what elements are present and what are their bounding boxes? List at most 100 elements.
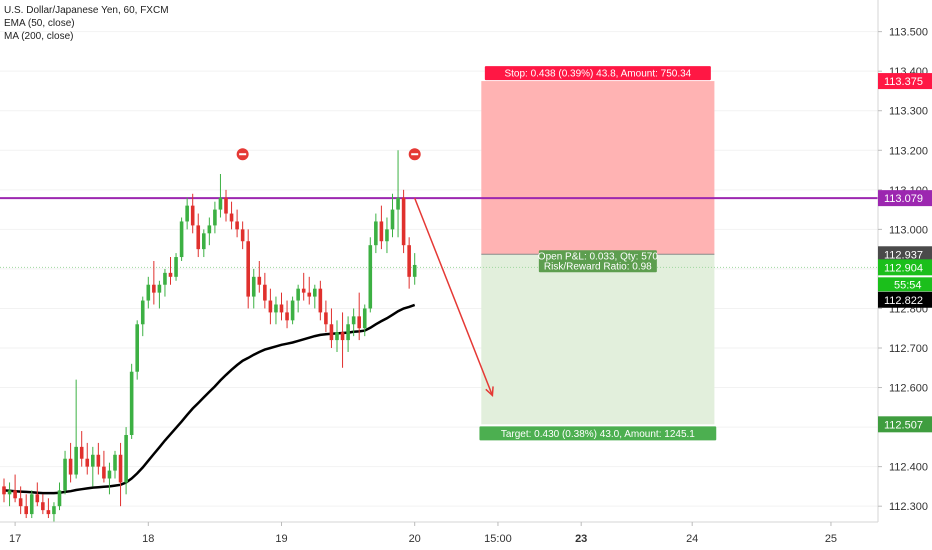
- candles: [2, 150, 417, 522]
- candle-body: [29, 494, 34, 515]
- price-tag-label: 112.904: [884, 262, 923, 274]
- candle: [52, 502, 56, 522]
- candle: [390, 193, 395, 238]
- candle: [102, 450, 106, 483]
- candle-body: [168, 272, 173, 277]
- candle-body: [85, 458, 90, 467]
- candle-body: [113, 454, 117, 471]
- candle: [313, 284, 317, 309]
- candle-body: [2, 486, 6, 495]
- candle: [85, 442, 90, 475]
- candle-body: [207, 225, 212, 234]
- candle: [41, 494, 45, 515]
- stop-label-bg: [484, 66, 711, 81]
- candle: [57, 482, 62, 511]
- candle-body: [324, 312, 328, 325]
- candle: [318, 280, 323, 321]
- candle-body: [7, 490, 12, 495]
- candle-body: [385, 229, 389, 242]
- candle: [146, 276, 151, 309]
- candle: [290, 296, 295, 325]
- y-tick-label: 113.000: [889, 224, 928, 236]
- price-tag-bg: [878, 291, 932, 308]
- candle-body: [146, 284, 151, 301]
- candle: [257, 261, 262, 293]
- candle-body: [368, 245, 373, 309]
- candle: [168, 257, 173, 285]
- candle-body: [407, 245, 411, 277]
- candle-body: [335, 332, 339, 341]
- chart-legend: U.S. Dollar/Japanese Yen, 60, FXCM EMA (…: [4, 4, 169, 43]
- candle: [202, 229, 206, 258]
- candle: [74, 379, 78, 479]
- arrow-line: [414, 197, 494, 396]
- pnl-bg: [538, 250, 657, 273]
- candle-body: [379, 221, 384, 242]
- candle: [324, 300, 328, 333]
- grid: [0, 31, 878, 507]
- candle-body: [196, 225, 201, 250]
- candle: [113, 450, 117, 479]
- candle: [63, 450, 67, 495]
- x-tick-label: 19: [275, 533, 287, 545]
- candle-body: [79, 446, 84, 459]
- candle: [346, 316, 350, 352]
- candle-body: [296, 288, 300, 301]
- candle: [68, 442, 73, 483]
- position-zones[interactable]: [0, 81, 878, 425]
- candle-body: [301, 288, 306, 293]
- candle: [18, 486, 23, 515]
- x-tick-label: 20: [409, 533, 421, 545]
- price-tag-label: 112.937: [884, 249, 923, 261]
- candle: [235, 209, 239, 238]
- price-axis[interactable]: 113.500113.400113.300113.200113.100113.0…: [877, 0, 932, 550]
- candle: [385, 217, 389, 254]
- candle-body: [351, 316, 356, 325]
- signal-marker: [408, 148, 421, 161]
- candle: [135, 320, 139, 380]
- candle: [296, 284, 300, 313]
- candle-body: [268, 300, 273, 313]
- candle: [329, 308, 334, 348]
- candle: [13, 474, 17, 503]
- y-tick-label: 113.300: [889, 106, 928, 118]
- position-labels: Stop: 0.438 (0.39%) 43.8, Amount: 750.34…: [479, 66, 717, 441]
- candle: [96, 442, 101, 475]
- markers: [236, 148, 421, 161]
- rr-text: Risk/Reward Ratio: 0.98: [544, 261, 652, 272]
- candle: [118, 442, 123, 507]
- candle-body: [346, 324, 350, 341]
- candle-body: [18, 498, 23, 507]
- candle: [2, 478, 6, 503]
- candle: [263, 272, 267, 309]
- projection-arrow[interactable]: [414, 197, 494, 398]
- price-tag: 113.375: [878, 73, 932, 90]
- candle: [174, 253, 178, 281]
- candle-body: [362, 308, 367, 329]
- candle-body: [229, 213, 234, 222]
- candle: [268, 288, 273, 325]
- candle-body: [129, 371, 134, 435]
- candle: [357, 292, 361, 341]
- candle: [362, 304, 367, 337]
- countdown-label: 55:54: [894, 279, 922, 291]
- price-tag-bg: [878, 73, 932, 90]
- candle: [124, 427, 128, 495]
- candle-body: [163, 272, 167, 285]
- candle-body: [213, 209, 217, 226]
- candle: [401, 189, 406, 254]
- candle: [179, 217, 184, 261]
- candle-body: [274, 304, 278, 313]
- ema-line: [3, 303, 416, 495]
- candle-body: [224, 197, 228, 214]
- stop-label: Stop: 0.438 (0.39%) 43.8, Amount: 750.34: [484, 66, 711, 81]
- candle-body: [46, 510, 51, 515]
- y-tick-label: 113.500: [889, 27, 928, 39]
- time-axis[interactable]: 17 18 19 20 15:00 23 24 25: [0, 521, 932, 550]
- candle: [351, 308, 356, 337]
- candle-body: [174, 257, 178, 277]
- ema-layer: [3, 303, 416, 495]
- x-tick-label: 23: [575, 533, 587, 545]
